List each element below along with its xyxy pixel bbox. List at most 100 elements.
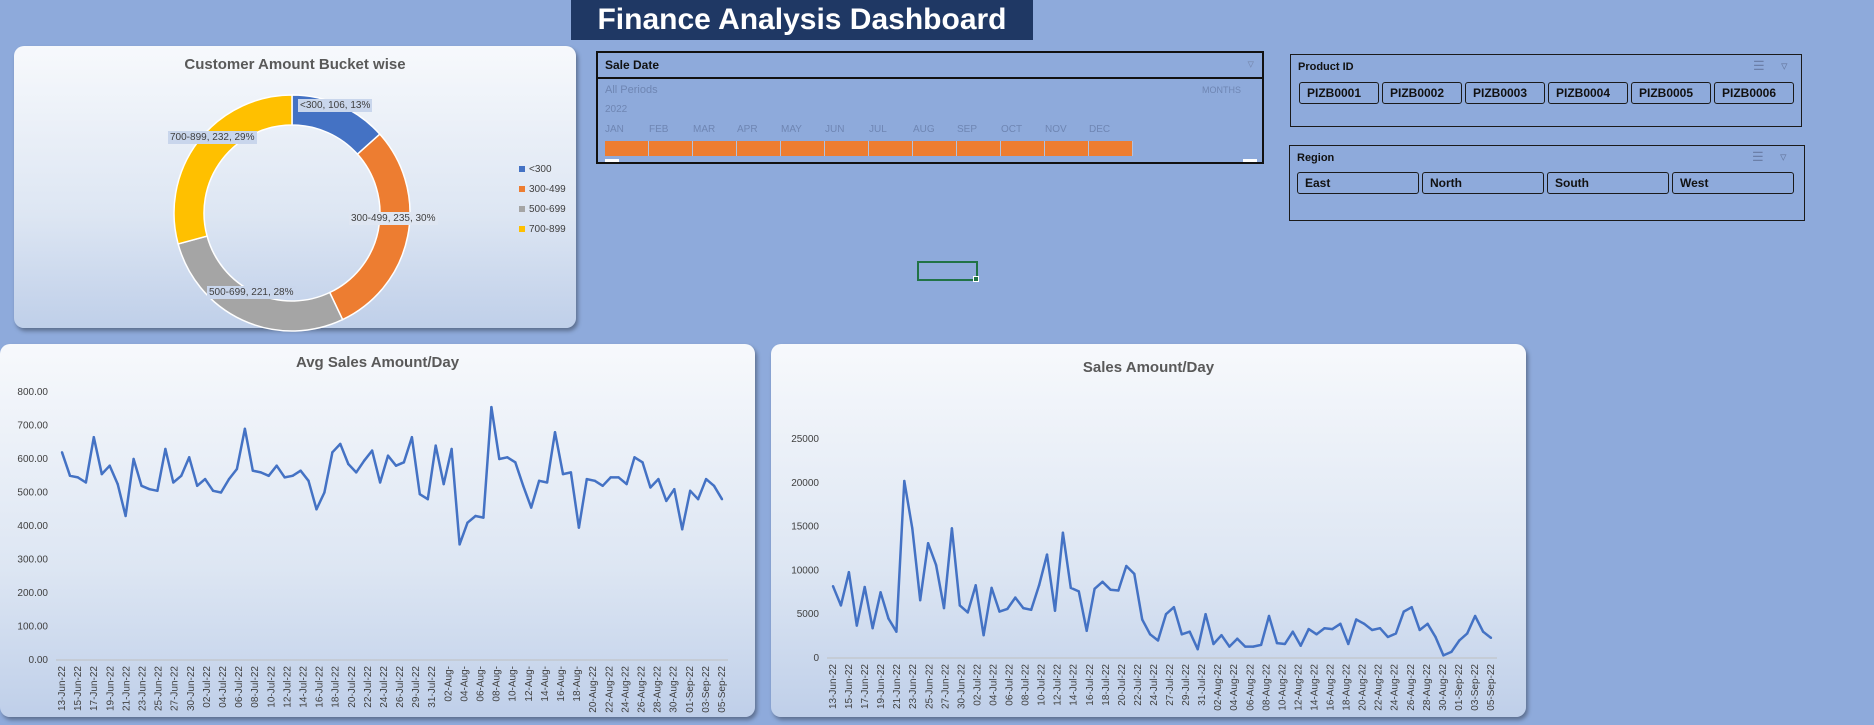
data-point[interactable] (1180, 633, 1184, 636)
data-point[interactable] (1172, 605, 1176, 609)
timeline-month-feb[interactable]: FEB (649, 124, 669, 135)
data-point[interactable] (577, 526, 581, 529)
product-id-slicer[interactable]: Product ID ☰ ▿ PIZB0001 PIZB0002 PIZB0003 P… (1290, 54, 1802, 127)
data-point[interactable] (601, 484, 604, 487)
data-point[interactable] (370, 449, 374, 452)
data-point[interactable] (60, 451, 64, 454)
region-slicer[interactable]: Region ☰ ▿ East North South West (1289, 145, 1805, 221)
timeline-month-jan[interactable]: JAN (605, 124, 624, 135)
data-point[interactable] (847, 570, 851, 574)
data-point[interactable] (665, 499, 668, 503)
donut-chart-card[interactable]: Customer Amount Bucket wise <300 300-499… (14, 46, 576, 332)
data-point[interactable] (100, 472, 103, 476)
data-point[interactable] (1125, 564, 1128, 568)
data-point[interactable] (68, 474, 72, 477)
data-point[interactable] (1489, 636, 1493, 640)
data-point[interactable] (1259, 643, 1263, 647)
data-point[interactable] (235, 467, 239, 471)
data-point[interactable] (926, 542, 930, 545)
data-point[interactable] (1386, 635, 1390, 639)
product-button-pizb0005[interactable]: PIZB0005 (1631, 82, 1711, 104)
data-point[interactable] (1402, 610, 1405, 613)
data-point[interactable] (863, 585, 866, 589)
timeline-bar-sep[interactable] (957, 141, 1001, 156)
data-point[interactable] (498, 457, 501, 461)
data-point[interactable] (982, 634, 985, 637)
data-point[interactable] (426, 498, 429, 501)
data-point[interactable] (331, 451, 334, 454)
timeline-bar-jul[interactable] (869, 141, 913, 156)
data-point[interactable] (267, 474, 270, 477)
data-point[interactable] (522, 484, 525, 487)
data-point[interactable] (1378, 627, 1382, 630)
data-point[interactable] (394, 464, 398, 467)
data-point[interactable] (1101, 580, 1104, 583)
data-point[interactable] (688, 489, 692, 493)
data-point[interactable] (211, 489, 215, 493)
data-point[interactable] (1267, 614, 1271, 618)
data-point[interactable] (934, 563, 938, 567)
data-point[interactable] (919, 598, 922, 602)
data-point[interactable] (1228, 645, 1231, 648)
data-point[interactable] (1022, 606, 1025, 610)
data-point[interactable] (339, 442, 342, 446)
data-point[interactable] (998, 610, 1001, 613)
data-point[interactable] (1077, 590, 1080, 593)
timeline-bar-oct[interactable] (1001, 141, 1045, 156)
data-point[interactable] (148, 487, 151, 491)
data-point[interactable] (1117, 589, 1120, 592)
data-point[interactable] (712, 484, 716, 487)
data-point[interactable] (1156, 639, 1160, 642)
data-point[interactable] (950, 527, 954, 530)
data-point[interactable] (1133, 572, 1136, 576)
data-point[interactable] (545, 481, 549, 484)
multi-select-icon[interactable]: ☰ (1753, 58, 1765, 73)
data-point[interactable] (720, 498, 724, 501)
data-point[interactable] (490, 405, 493, 409)
data-point[interactable] (108, 464, 111, 467)
data-point[interactable] (355, 471, 358, 474)
data-point[interactable] (418, 492, 422, 496)
data-point[interactable] (275, 464, 278, 467)
donut-slice-300-499[interactable] (328, 133, 411, 321)
data-point[interactable] (1085, 629, 1088, 633)
data-point[interactable] (76, 476, 80, 479)
clear-filter-icon[interactable]: ▿ (1781, 58, 1788, 73)
data-point[interactable] (243, 427, 247, 431)
data-point[interactable] (895, 630, 898, 633)
product-button-pizb0004[interactable]: PIZB0004 (1548, 82, 1628, 104)
data-point[interactable] (1204, 613, 1207, 616)
data-point[interactable] (450, 447, 453, 451)
data-point[interactable] (585, 477, 589, 481)
timeline-scroll-left[interactable] (605, 159, 619, 162)
data-point[interactable] (1442, 654, 1445, 657)
series-line[interactable] (831, 479, 1492, 657)
data-point[interactable] (1362, 622, 1366, 626)
data-point[interactable] (887, 617, 890, 620)
product-button-pizb0002[interactable]: PIZB0002 (1382, 82, 1462, 104)
data-point[interactable] (1014, 596, 1017, 599)
timeline-bar-apr[interactable] (737, 141, 781, 156)
data-point[interactable] (1188, 630, 1191, 633)
region-button-west[interactable]: West (1672, 172, 1794, 194)
region-button-north[interactable]: North (1422, 172, 1544, 194)
data-point[interactable] (1331, 627, 1334, 631)
timeline-scroll-right[interactable] (1243, 159, 1257, 162)
data-point[interactable] (593, 479, 596, 482)
sale-date-timeline[interactable]: Sale Date ▿ All Periods MONTHS 2022 JAN F… (596, 51, 1264, 164)
data-point[interactable] (958, 604, 962, 607)
data-point[interactable] (1212, 642, 1215, 646)
timeline-bar-may[interactable] (781, 141, 825, 156)
data-point[interactable] (1418, 628, 1421, 632)
timeline-month-sep[interactable]: SEP (957, 124, 978, 135)
data-point[interactable] (673, 487, 676, 491)
data-point[interactable] (1006, 607, 1009, 611)
data-point[interactable] (839, 604, 843, 607)
data-point[interactable] (561, 472, 565, 476)
data-point[interactable] (482, 516, 485, 519)
product-button-pizb0006[interactable]: PIZB0006 (1714, 82, 1794, 104)
data-point[interactable] (1473, 614, 1477, 618)
data-point[interactable] (1299, 644, 1302, 647)
data-point[interactable] (879, 591, 882, 594)
data-point[interactable] (1315, 633, 1318, 636)
